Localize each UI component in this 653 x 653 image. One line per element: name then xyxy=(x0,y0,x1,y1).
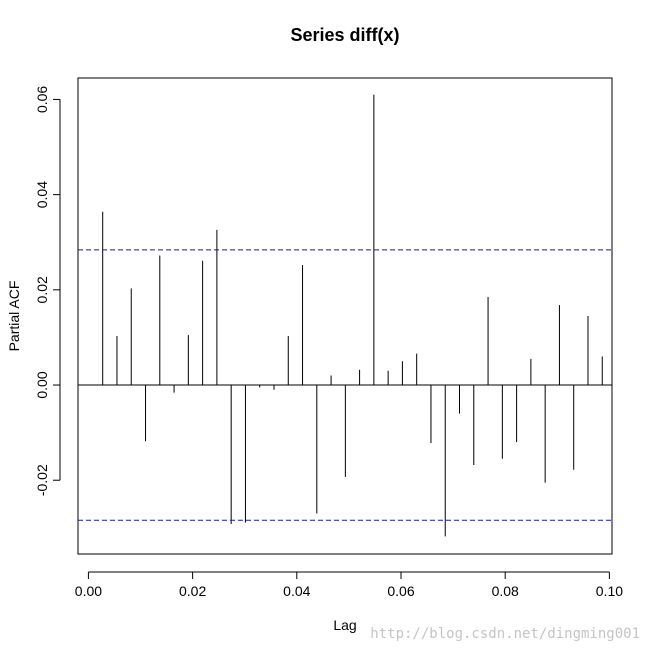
x-tick-label: 0.04 xyxy=(283,583,310,599)
x-axis: 0.00 0.02 0.04 0.06 0.08 0.10 xyxy=(75,571,623,599)
y-tick-label: 0.00 xyxy=(34,371,50,398)
y-axis-label: Partial ACF xyxy=(6,281,22,352)
y-tick-label: 0.04 xyxy=(34,181,50,208)
chart-title: Series diff(x) xyxy=(290,25,399,45)
x-tick-label: 0.06 xyxy=(387,583,414,599)
x-tick-label: 0.00 xyxy=(75,583,102,599)
bars-group xyxy=(102,94,603,537)
y-tick-label: 0.02 xyxy=(34,276,50,303)
y-tick-label: 0.06 xyxy=(34,86,50,113)
plot-frame xyxy=(77,77,613,555)
x-axis-label: Lag xyxy=(333,617,356,633)
watermark-text: http://blog.csdn.net/dingming001 xyxy=(370,626,640,642)
x-tick-label: 0.08 xyxy=(492,583,519,599)
y-tick-label: -0.02 xyxy=(34,464,50,496)
y-axis: -0.02 0.00 0.02 0.04 0.06 xyxy=(34,86,61,496)
x-tick-label: 0.10 xyxy=(596,583,623,599)
x-tick-label: 0.02 xyxy=(179,583,206,599)
